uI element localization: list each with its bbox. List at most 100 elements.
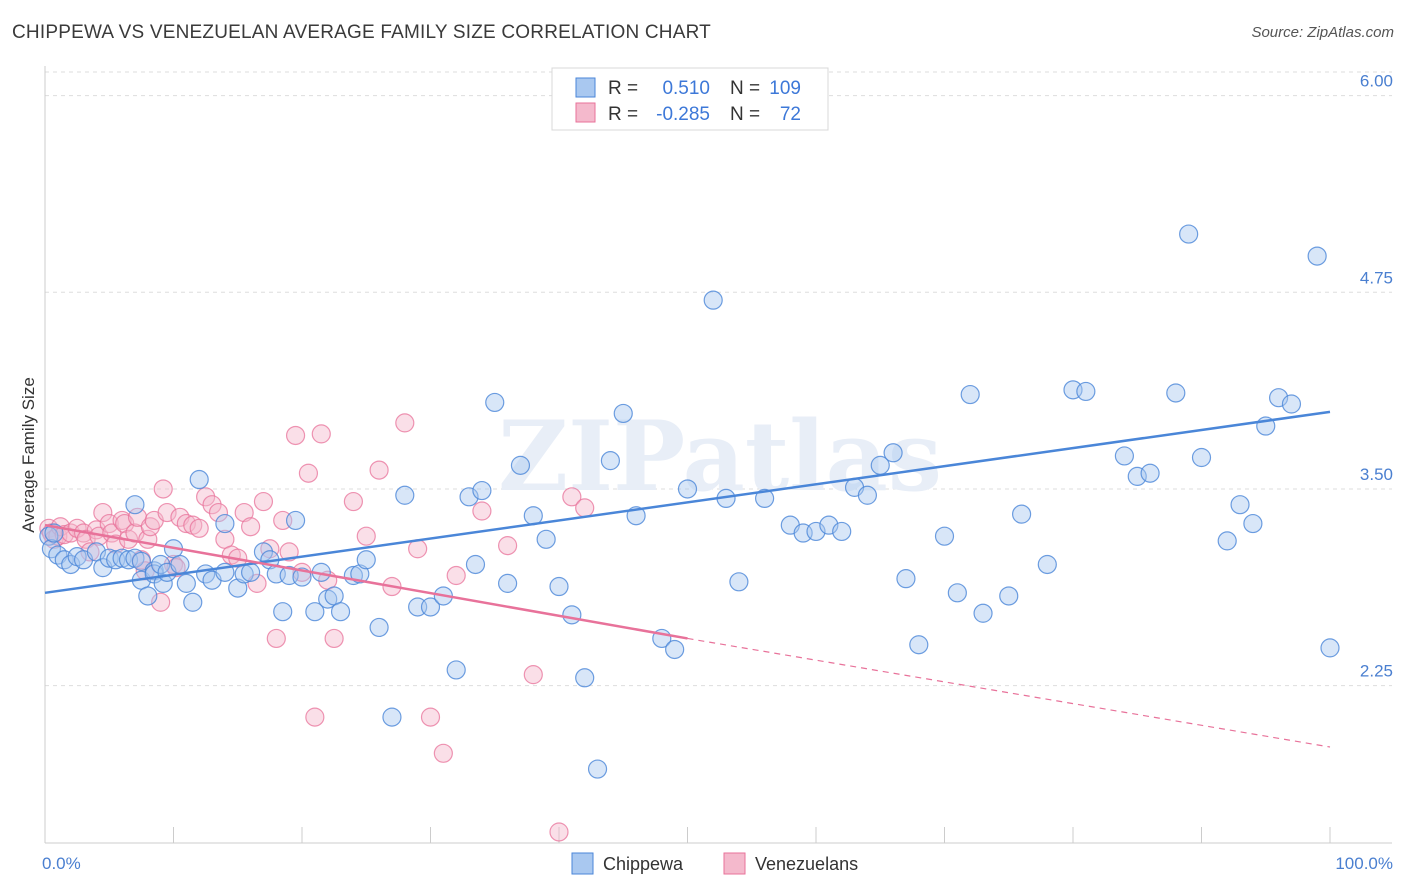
x-tick-label: 0.0% (42, 854, 81, 873)
bottom-legend-label-venezuelans: Venezuelans (755, 854, 858, 874)
y-tick-label: 3.50 (1360, 465, 1393, 484)
chippewa-point (960, 384, 980, 405)
chippewa-point (131, 551, 151, 571)
chippewa-point (382, 707, 402, 727)
chippewa-point (1166, 383, 1186, 403)
venezuelans-point (247, 573, 267, 593)
chippewa-point (1230, 495, 1250, 515)
venezuelans-point (202, 495, 222, 515)
chippewa-point (228, 578, 248, 598)
legend-r-label: R = (608, 78, 638, 99)
chippewa-point (665, 639, 685, 660)
venezuelans-point (433, 743, 453, 763)
chippewa-point (215, 513, 235, 534)
chippewa-point (703, 290, 723, 310)
chippewa-point (934, 526, 955, 546)
venezuelans-point (311, 424, 331, 444)
chippewa-point (575, 668, 595, 688)
chippewa-point (498, 573, 518, 593)
chippewa-point (356, 550, 376, 570)
chippewa-point (729, 572, 749, 592)
venezuelans-point (298, 463, 319, 483)
chippewa-point (1179, 224, 1199, 244)
venezuelans-point (127, 507, 148, 527)
chippewa-point (395, 485, 415, 505)
venezuelans-point (157, 502, 177, 523)
chippewa-point (562, 605, 582, 625)
y-axis-label: Average Family Size (19, 377, 38, 533)
legend-n-label: N = (730, 78, 760, 99)
chippewa-point (1191, 447, 1212, 468)
venezuelans-point (189, 518, 209, 538)
venezuelans-point (253, 491, 274, 512)
chippewa-point (536, 529, 556, 549)
series-venezuelans (39, 413, 595, 842)
chippewa-point (1217, 531, 1237, 551)
venezuelans-point (234, 502, 254, 523)
legend-n-label: N = (730, 104, 760, 125)
chippewa-point (896, 569, 916, 589)
venezuelans-point (575, 498, 595, 518)
legend-swatch-chippewa (575, 77, 596, 98)
legend-box: R = 0.510 N = 109 R = -0.285 N = 72 (551, 67, 829, 131)
chippewa-point (754, 488, 775, 509)
chippewa-point (600, 451, 621, 471)
y-tick-labels: 2.25 3.50 4.75 6.00 (1360, 72, 1393, 681)
chart-title: CHIPPEWA VS VENEZUELAN AVERAGE FAMILY SI… (12, 22, 711, 43)
chippewa-point (153, 573, 173, 593)
venezuelans-point (241, 517, 261, 537)
venezuelans-point (498, 536, 518, 556)
legend-n-value: 109 (769, 78, 801, 99)
chippewa-point (369, 617, 389, 638)
chippewa-point (613, 403, 633, 424)
y-tick-label: 4.75 (1360, 268, 1393, 287)
chippewa-point (183, 592, 203, 612)
venezuelans-point (279, 542, 299, 562)
x-tick-label: 100.0% (1335, 854, 1393, 873)
x-tick-labels: 0.0% 100.0% (42, 854, 1393, 873)
chippewa-point (1037, 554, 1057, 575)
venezuelans-point (324, 628, 344, 649)
venezuelans-point (446, 565, 466, 586)
chippewa-point (1114, 446, 1135, 466)
legend-r-label: R = (608, 104, 638, 125)
bottom-legend: Chippewa Venezuelans (571, 852, 858, 875)
chippewa-point (420, 597, 441, 617)
venezuelans-trend-extension (687, 637, 1331, 748)
bottom-legend-label-chippewa: Chippewa (603, 854, 684, 874)
venezuelans-point (523, 665, 543, 685)
legend-r-value: -0.285 (656, 104, 710, 125)
y-tick-label: 2.25 (1360, 662, 1393, 681)
chippewa-point (549, 576, 569, 597)
venezuelans-trend-line (44, 523, 688, 640)
chippewa-point (1011, 504, 1032, 524)
chippewa-point (446, 660, 466, 680)
venezuelans-point (266, 628, 286, 649)
chippewa-point (857, 485, 878, 505)
bottom-legend-swatch-chippewa (571, 852, 594, 875)
chippewa-point (285, 510, 306, 531)
venezuelans-point (369, 460, 389, 480)
chippewa-point (973, 603, 993, 623)
venezuelans-point (80, 542, 100, 562)
chippewa-point (999, 586, 1019, 606)
chippewa-point (330, 602, 351, 622)
chippewa-point (1140, 463, 1160, 483)
chippewa-point (292, 567, 312, 587)
venezuelans-point (472, 501, 492, 521)
axes (44, 66, 1392, 844)
chippewa-point (909, 635, 929, 655)
chippewa-point (510, 455, 531, 475)
chippewa-point (305, 602, 325, 622)
venezuelans-point (343, 491, 363, 512)
chippewa-point (485, 392, 505, 413)
grid-lines (45, 71, 1392, 687)
trend-lines (44, 410, 1331, 748)
legend-n-value: 72 (780, 104, 801, 125)
y-tick-label: 6.00 (1360, 72, 1393, 91)
chippewa-point (465, 554, 486, 575)
chippewa-point (472, 480, 492, 501)
chippewa-point (241, 562, 261, 582)
venezuelans-point (285, 425, 306, 446)
